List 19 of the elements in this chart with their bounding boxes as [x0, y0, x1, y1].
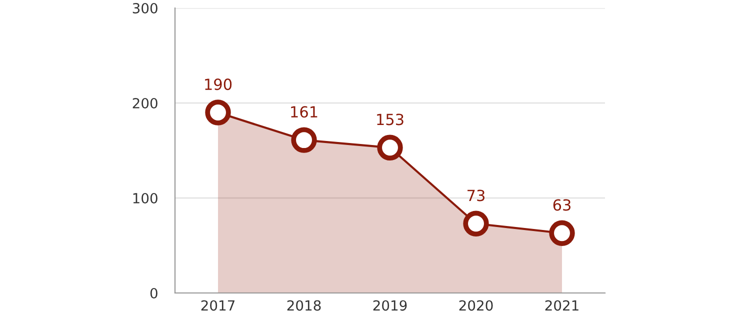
x-tick-label: 2020	[459, 300, 493, 311]
y-tick-label: 0	[150, 288, 158, 298]
y-tick-label: 200	[132, 98, 158, 108]
x-tick-label: 2017	[201, 300, 234, 311]
point	[549, 220, 575, 246]
data-label: 161	[291, 106, 318, 118]
data-label: 63	[553, 199, 570, 211]
x-tick-label: 2021	[545, 300, 578, 311]
point	[463, 210, 489, 236]
data-label: 73	[468, 190, 484, 202]
data-label: 153	[377, 114, 404, 126]
y-tick-label: 100	[133, 192, 158, 204]
x-tick-label: 2019	[373, 300, 407, 311]
point	[377, 134, 403, 160]
y-tick-label: 300	[132, 2, 158, 14]
data-label: 190	[205, 78, 232, 90]
point	[205, 100, 231, 126]
x-tick-label: 2018	[287, 300, 321, 311]
point	[291, 127, 317, 153]
